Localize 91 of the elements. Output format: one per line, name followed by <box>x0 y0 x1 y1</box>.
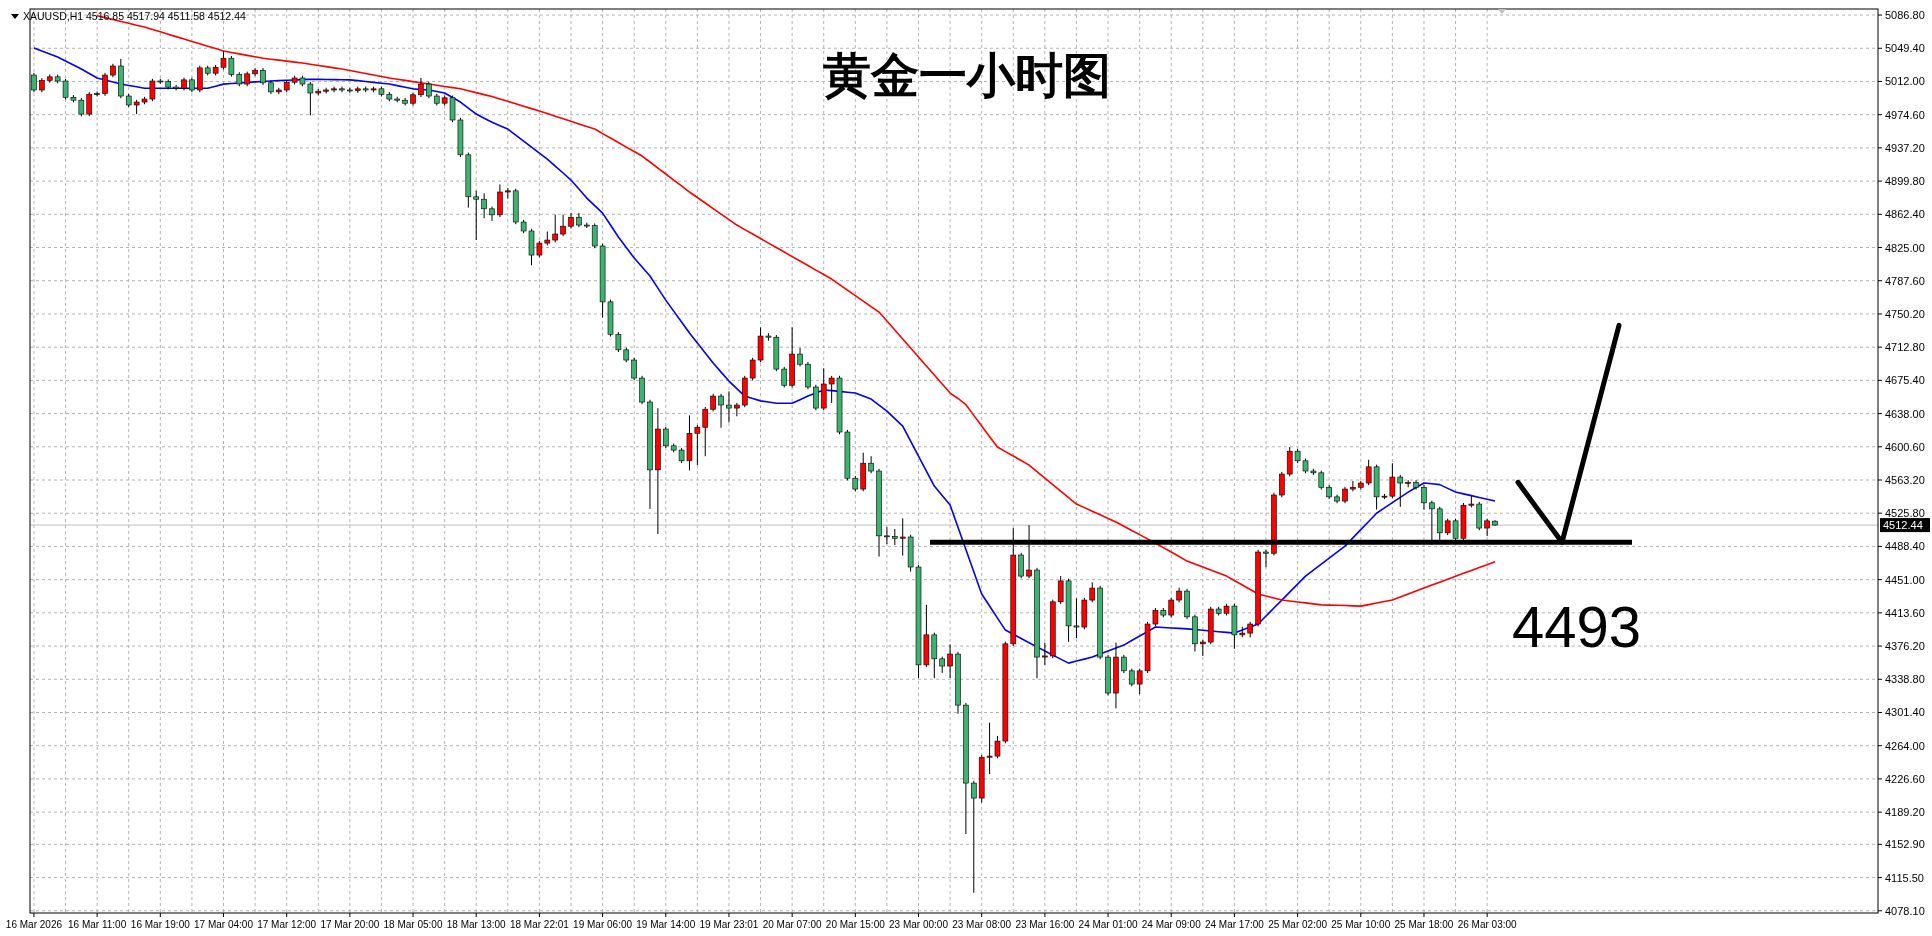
y-tick-label: 5012.00 <box>1885 75 1925 88</box>
x-tick-label: 16 Mar 11:00 <box>68 919 127 930</box>
y-tick-label: 4712.80 <box>1885 341 1925 354</box>
y-tick-label: 4226.60 <box>1885 772 1925 785</box>
x-tick-label: 25 Mar 10:00 <box>1331 919 1391 930</box>
text: 黄金一小时图 <box>823 49 1111 102</box>
candlestick <box>947 643 953 679</box>
candlestick <box>1263 549 1269 568</box>
candlestick <box>718 393 724 429</box>
y-tick-label: 4078.10 <box>1885 904 1925 917</box>
candlestick <box>813 384 819 411</box>
candlestick <box>197 65 203 93</box>
x-tick-label: 24 Mar 09:00 <box>1141 919 1202 930</box>
candlestick <box>868 455 874 474</box>
candlestick <box>1350 480 1356 492</box>
y-tick-label: 4675.40 <box>1885 374 1925 387</box>
y-tick-label: 4152.90 <box>1885 838 1925 851</box>
annotation: XAUUSD,H1 4516.85 4517.94 4511.58 4512.44 <box>23 10 246 22</box>
candlestick <box>86 91 93 117</box>
candlestick <box>1018 552 1024 579</box>
x-tick-label: 24 Mar 17:00 <box>1204 919 1265 930</box>
candlestick <box>1421 484 1427 510</box>
x-tick-label: 19 Mar 06:00 <box>573 919 633 930</box>
candlestick <box>631 357 637 381</box>
y-tick-label: 4525.80 <box>1885 507 1925 520</box>
candlestick <box>552 214 559 243</box>
ref-line-label: 4512.44 <box>1883 519 1923 532</box>
x-tick-label: 25 Mar 02:00 <box>1268 919 1328 930</box>
y-tick-label: 4899.80 <box>1885 175 1925 188</box>
y-tick-label: 4638.00 <box>1885 407 1925 420</box>
candlestick <box>726 390 732 423</box>
y-tick-label: 4750.20 <box>1885 307 1925 320</box>
y-tick-label: 4825.00 <box>1885 241 1925 254</box>
candlestick <box>805 361 811 390</box>
x-tick-label: 19 Mar 23:01 <box>699 919 759 930</box>
y-tick-label: 4862.40 <box>1885 208 1925 221</box>
y-tick-label: 4600.60 <box>1885 440 1925 453</box>
x-tick-label: 25 Mar 18:00 <box>1394 919 1454 930</box>
candlestick <box>102 72 108 97</box>
y-tick-label: 4937.20 <box>1885 141 1925 154</box>
x-tick-label: 26 Mar 03:00 <box>1457 919 1518 930</box>
x-tick-label: 23 Mar 08:00 <box>952 919 1012 930</box>
y-tick-label: 4115.50 <box>1885 871 1924 884</box>
candlestick <box>252 67 258 77</box>
candlestick <box>797 347 803 367</box>
x-tick-label: 18 Mar 22:01 <box>509 919 570 930</box>
line-series <box>33 47 1496 664</box>
x-tick-label: 17 Mar 04:00 <box>194 919 254 930</box>
y-tick-label: 4301.40 <box>1885 706 1925 719</box>
y-tick-label: 4451.00 <box>1885 573 1925 586</box>
candlestick <box>662 426 669 449</box>
y-tick-label: 4338.80 <box>1885 673 1925 686</box>
candlestick <box>734 402 740 417</box>
x-tick-label: 20 Mar 15:00 <box>825 919 886 930</box>
candlestick <box>481 192 487 219</box>
x-tick-label: 23 Mar 00:00 <box>889 919 949 930</box>
y-tick-label: 4264.00 <box>1885 739 1925 752</box>
candlestick <box>1121 654 1127 674</box>
y-tick-label: 4488.40 <box>1885 540 1925 553</box>
x-tick-label: 18 Mar 13:00 <box>446 919 507 930</box>
x-tick-label: 20 Mar 07:00 <box>762 919 823 930</box>
candlestick <box>970 780 977 894</box>
candlestick <box>94 90 100 97</box>
candlestick <box>560 214 566 237</box>
candlestick <box>1168 597 1175 618</box>
x-tick-label: 19 Mar 14:00 <box>636 919 696 930</box>
candlestick <box>1279 471 1285 498</box>
x-tick-label: 17 Mar 12:00 <box>257 919 317 930</box>
y-tick-label: 4189.20 <box>1885 806 1925 819</box>
ref-line-label: 4493 <box>1512 594 1642 660</box>
x-tick-label: 18 Mar 05:00 <box>383 919 443 930</box>
candlestick <box>497 183 503 218</box>
candlestick <box>639 375 645 405</box>
candlestick <box>418 77 424 98</box>
x-tick-label: 16 Mar 19:00 <box>130 919 191 930</box>
y-tick-label: 4974.60 <box>1885 108 1925 121</box>
x-tick-label: 17 Mar 20:00 <box>320 919 380 930</box>
x-tick-label: 24 Mar 01:00 <box>1078 919 1138 930</box>
x-tick-label: 23 Mar 16:00 <box>1015 919 1075 930</box>
x-tick-label: 16 Mar 2026 <box>5 919 63 930</box>
candlestick <box>473 190 480 241</box>
candlestick <box>1042 642 1048 666</box>
y-tick-label: 4563.20 <box>1885 474 1925 486</box>
candlestick <box>781 366 788 388</box>
candlestick <box>884 526 890 545</box>
y-tick-label: 4787.60 <box>1885 274 1925 287</box>
y-tick-label: 5049.40 <box>1885 42 1925 55</box>
y-tick-label: 4376.20 <box>1885 640 1925 653</box>
candlestick <box>489 206 495 222</box>
y-tick-label: 5086.80 <box>1885 9 1925 22</box>
y-tick-label: 4413.60 <box>1885 606 1925 619</box>
